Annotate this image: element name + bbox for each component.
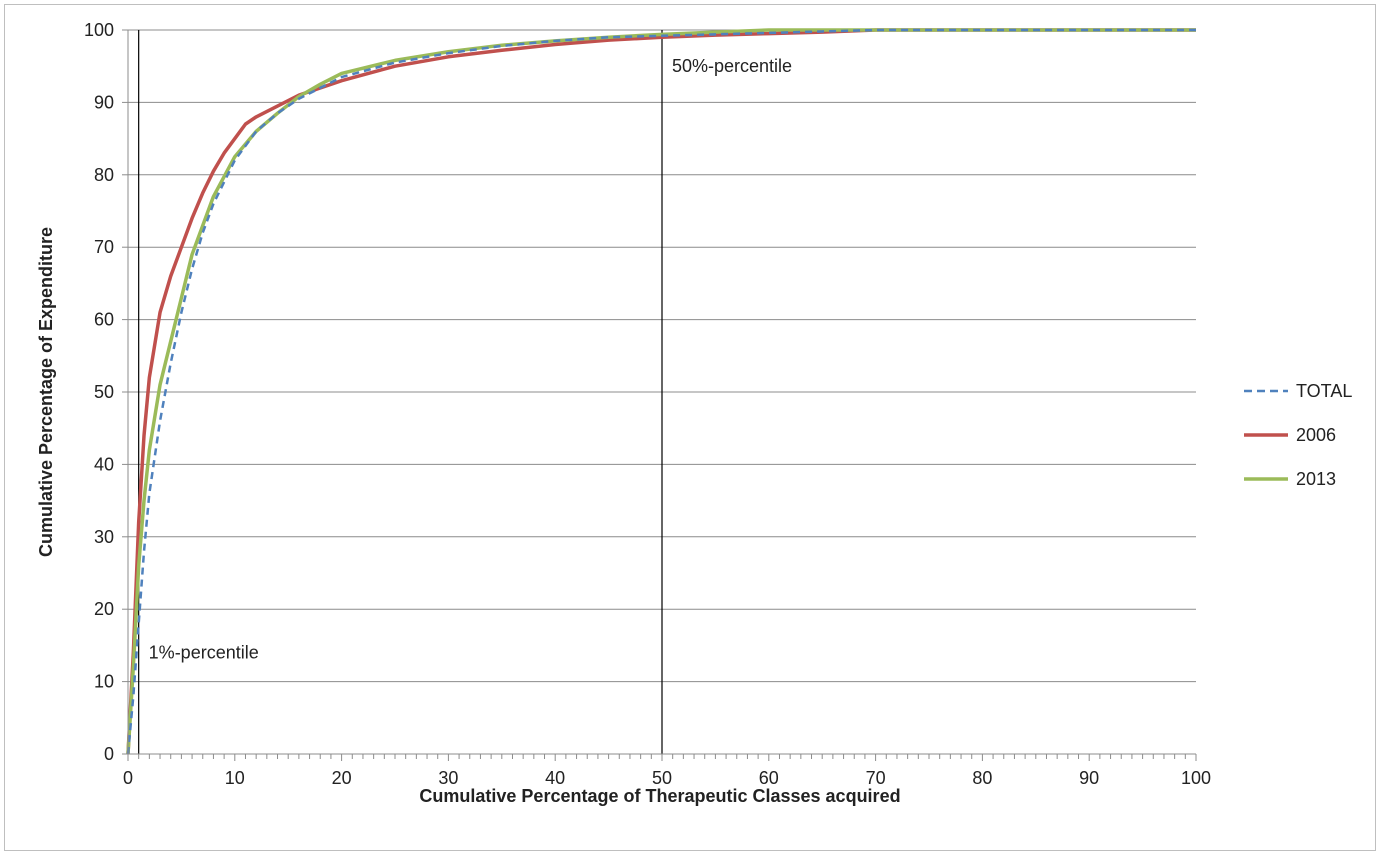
legend: TOTAL 2006 2013 xyxy=(1244,381,1352,489)
x-tick-label: 60 xyxy=(759,768,779,788)
y-tick-label: 10 xyxy=(94,672,114,692)
x-tick-label: 90 xyxy=(1079,768,1099,788)
x-tick-label: 10 xyxy=(225,768,245,788)
x-tick-label: 80 xyxy=(972,768,992,788)
series-line-2013 xyxy=(126,28,1196,755)
x-tick-label: 100 xyxy=(1181,768,1211,788)
y-tick-label: 20 xyxy=(94,599,114,619)
percentile-label-2: 50%-percentile xyxy=(672,56,792,76)
annotations: 1%-percentile 50%-percentile xyxy=(138,30,792,754)
x-tick-label: 40 xyxy=(545,768,565,788)
x-tick-label: 50 xyxy=(652,768,672,788)
y-tick-label: 70 xyxy=(94,237,114,257)
series-lines xyxy=(126,28,1196,755)
percentile-label-1: 1%-percentile xyxy=(149,643,259,663)
y-axis-title: Cumulative Percentage of Expenditure xyxy=(36,227,56,557)
y-tick-label: 100 xyxy=(84,20,114,40)
axes: 0 10 20 30 40 50 60 70 80 90 100 0 10 20 30 40 50 60 70 80 9… xyxy=(84,20,1211,788)
y-tick-label: 50 xyxy=(94,382,114,402)
x-axis-title: Cumulative Percentage of Therapeutic Cla… xyxy=(419,786,900,806)
y-tick-label: 60 xyxy=(94,310,114,330)
x-tick-label: 30 xyxy=(438,768,458,788)
legend-label-2006: 2006 xyxy=(1296,425,1336,445)
chart-frame xyxy=(4,4,1376,851)
x-tick-label: 0 xyxy=(123,768,133,788)
y-tick-label: 30 xyxy=(94,527,114,547)
y-tick-label: 0 xyxy=(104,744,114,764)
y-tick-label: 80 xyxy=(94,165,114,185)
series-line-total xyxy=(126,28,1196,755)
x-tick-label: 70 xyxy=(866,768,886,788)
y-tick-label: 90 xyxy=(94,92,114,112)
legend-label-total: TOTAL xyxy=(1296,381,1352,401)
y-tick-label: 40 xyxy=(94,454,114,474)
legend-label-2013: 2013 xyxy=(1296,469,1336,489)
x-tick-label: 20 xyxy=(332,768,352,788)
